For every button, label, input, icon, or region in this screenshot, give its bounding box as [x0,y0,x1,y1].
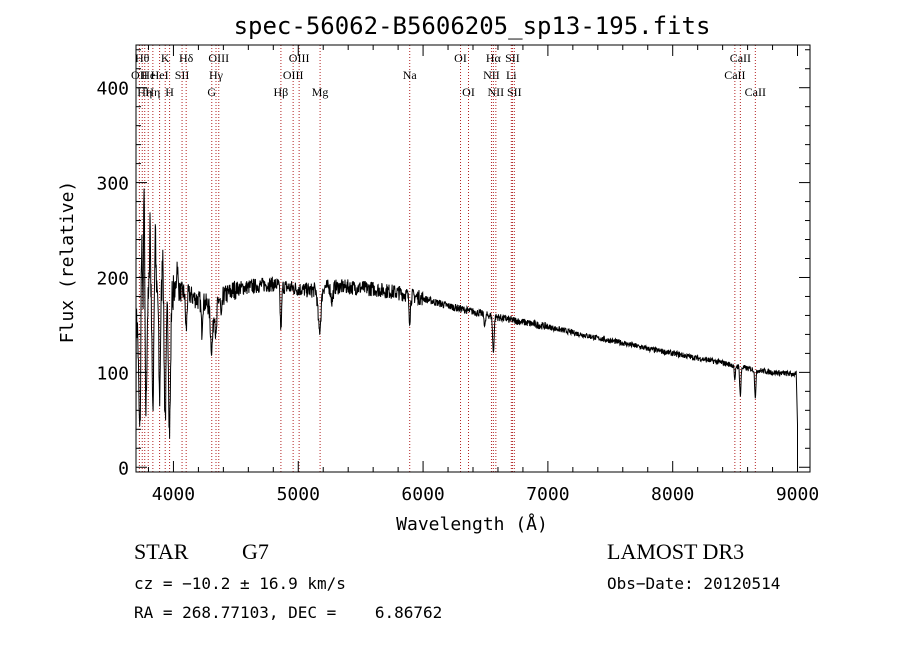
x-tick-label: 5000 [277,484,320,505]
line-marker-label: Hδ [179,51,194,65]
line-marker-label: CaII [730,51,751,65]
line-marker-label: SII [505,51,520,65]
line-marker-label: NII [483,68,500,82]
obs-date: Obs−Date: 20120514 [607,574,781,593]
survey-name: LAMOST DR3 [607,539,745,564]
object-subclass: G7 [242,539,269,564]
line-marker-label: OIII [289,51,310,65]
plot-frame [135,44,811,473]
line-marker-label: OI [462,85,475,99]
line-marker-label: OIII [283,68,304,82]
line-marker-label: H [165,85,174,99]
x-axis-label: Wavelength (Å) [396,513,548,535]
line-marker-label: SII [507,85,522,99]
line-marker-label: SII [175,68,190,82]
line-marker-label: OIII [208,51,229,65]
x-tick-label: 8000 [651,484,694,505]
y-tick-label: 100 [96,363,129,384]
line-marker-label: OII [131,68,148,82]
line-marker-label: CaII [745,85,766,99]
line-marker-label: Hη [145,85,160,99]
line-marker-labels: OIIHθHηHeHηHeIKHSIIHδGHγOIIIHβOIIIOIIIMg… [131,51,766,99]
axes: 4000 5000 6000 7000 8000 9000 0 100 200 300 400 [96,45,819,505]
y-tick-label: 300 [96,174,129,195]
y-tick-label: 200 [96,268,129,289]
line-marker-label: CaII [724,68,745,82]
object-class: STAR [134,539,189,564]
line-marker-label: Li [506,68,517,82]
y-tick-label: 400 [96,79,129,100]
line-marker-label: G [207,85,216,99]
line-markers [138,45,756,472]
chart-title: spec-56062-B5606205_sp13-195.fits [234,12,711,40]
line-marker-label: Hβ [274,85,289,99]
line-marker-label: OI [454,51,467,65]
line-marker-label: K [161,51,170,65]
y-axis-label: Flux (relative) [57,181,78,344]
line-marker-label: He [141,68,155,82]
line-marker-label: Na [403,68,418,82]
x-tick-label: 6000 [401,484,444,505]
x-tick-label: 7000 [526,484,569,505]
line-marker-label: Hγ [209,68,224,82]
x-tick-label: 9000 [776,484,819,505]
line-marker-label: Hα [486,51,502,65]
line-marker-label: Hη [137,85,152,99]
line-marker-label: NII [488,85,505,99]
redshift-readout: cz = −10.2 ± 16.9 km/s [134,574,346,593]
line-marker-label: HeI [151,68,169,82]
y-tick-label: 0 [118,458,129,479]
x-tick-label: 4000 [152,484,195,505]
line-marker-label: Hθ [135,51,150,65]
spectrum-line [135,188,798,468]
coordinates: RA = 268.77103, DEC = 6.86762 [134,603,443,622]
line-marker-label: Mg [312,85,329,99]
